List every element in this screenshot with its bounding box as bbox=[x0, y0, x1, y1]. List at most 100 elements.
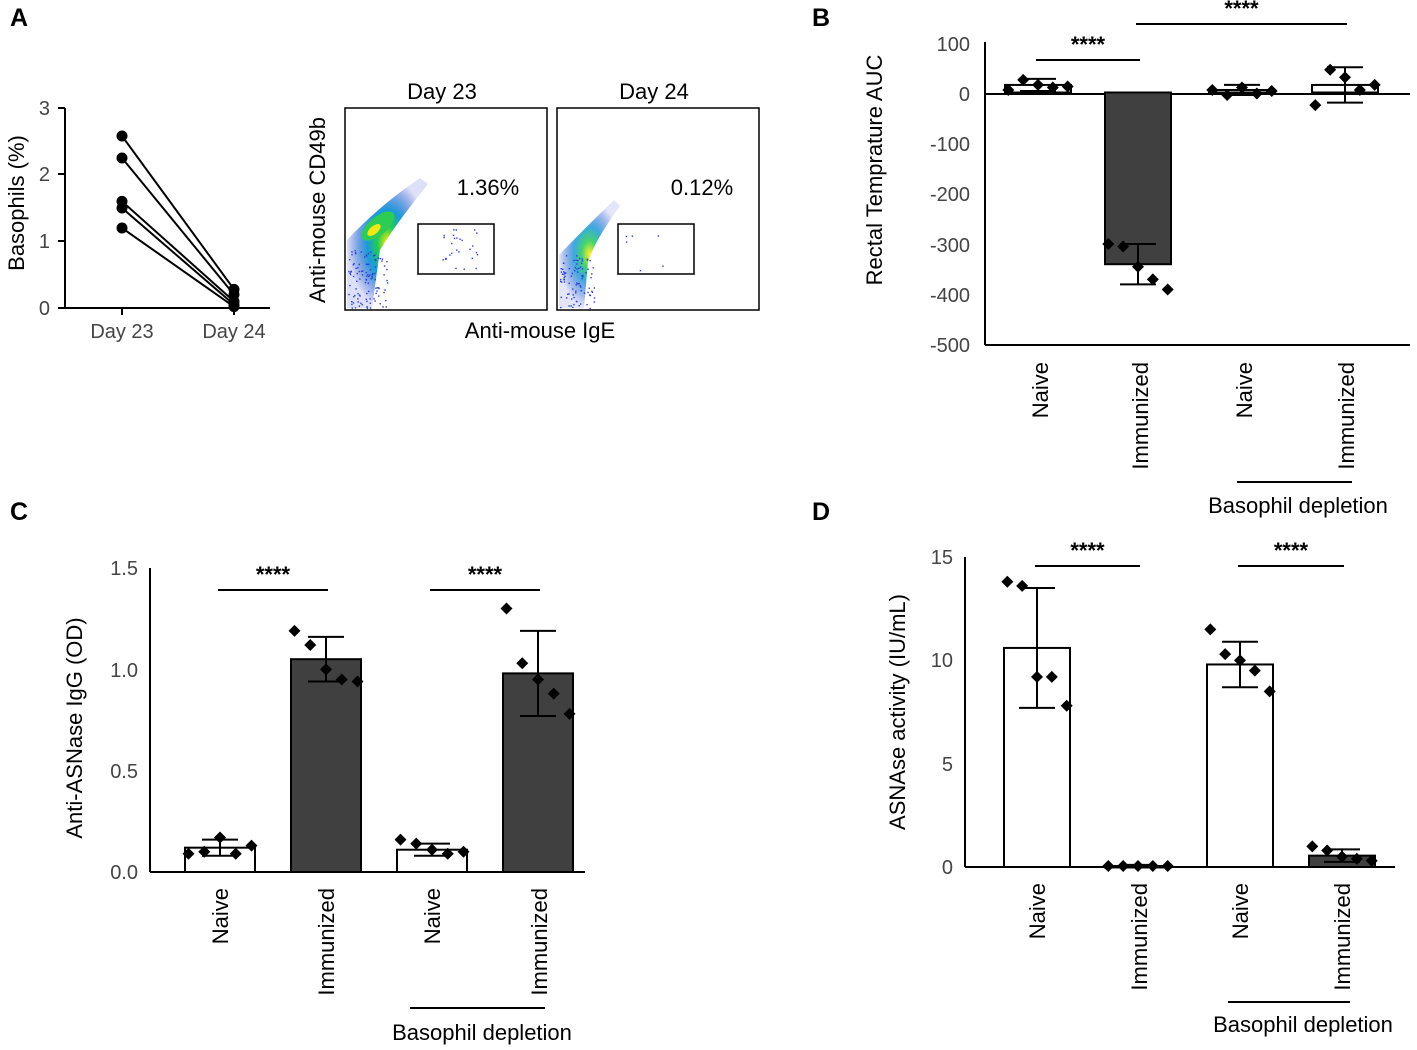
flow-event bbox=[565, 297, 568, 299]
flow-event bbox=[589, 294, 592, 297]
data-point bbox=[1309, 99, 1322, 112]
data-point bbox=[1046, 81, 1059, 94]
flow-event bbox=[560, 271, 563, 273]
b-y-tick: -200 bbox=[930, 184, 970, 206]
flow-x-label: Anti-mouse IgE bbox=[465, 318, 615, 343]
flow-event bbox=[471, 257, 474, 260]
flow-event bbox=[356, 272, 359, 275]
flow-event bbox=[586, 259, 589, 261]
b-y-tick: -500 bbox=[930, 335, 970, 357]
flow-event bbox=[349, 284, 351, 287]
b-y-tick: -400 bbox=[930, 285, 970, 307]
flow-event bbox=[567, 293, 569, 295]
flow-event bbox=[367, 282, 370, 284]
panel-label-d: D bbox=[812, 498, 830, 526]
flow-event bbox=[386, 268, 388, 271]
panel-label-a: A bbox=[10, 4, 28, 32]
flow-event bbox=[449, 254, 451, 256]
flow-event bbox=[366, 275, 368, 277]
flow-event bbox=[366, 292, 368, 295]
flow-event bbox=[587, 268, 589, 270]
flow-event bbox=[443, 236, 445, 239]
bar bbox=[290, 658, 362, 874]
flow-event bbox=[456, 237, 458, 239]
flow-event bbox=[350, 270, 352, 273]
flow-event bbox=[575, 284, 577, 286]
flow-event bbox=[576, 271, 579, 273]
flow-gate-day23 bbox=[417, 223, 495, 275]
flow-event bbox=[445, 257, 447, 260]
flow-event bbox=[349, 273, 352, 276]
flow-event bbox=[570, 305, 572, 307]
flow-event bbox=[369, 307, 372, 309]
flow-event bbox=[357, 292, 359, 295]
flow-event bbox=[573, 270, 576, 272]
data-point bbox=[229, 847, 242, 860]
data-point bbox=[426, 843, 438, 856]
flow-plot-day24 bbox=[556, 107, 760, 311]
flow-title-day24: Day 24 bbox=[619, 79, 689, 104]
d-x-label-immunized-depleted: Immunized bbox=[1330, 883, 1355, 991]
flow-event bbox=[386, 260, 388, 263]
flow-event bbox=[463, 268, 465, 270]
flow-events-day24 bbox=[560, 235, 664, 310]
flow-event bbox=[366, 307, 369, 309]
flow-event bbox=[560, 268, 562, 270]
b-y-tick: -100 bbox=[930, 134, 970, 156]
series-line bbox=[121, 135, 235, 290]
flow-event bbox=[378, 287, 380, 290]
flow-event bbox=[366, 300, 368, 302]
flow-event bbox=[377, 257, 380, 260]
flow-event bbox=[572, 288, 574, 290]
flow-event bbox=[579, 285, 581, 287]
b-group-label: Basophil depletion bbox=[1208, 493, 1388, 518]
data-point bbox=[1161, 859, 1174, 872]
flow-event bbox=[561, 268, 564, 271]
flow-event bbox=[383, 265, 386, 267]
flow-event bbox=[355, 252, 357, 255]
flow-gate-day24 bbox=[617, 223, 695, 275]
data-point bbox=[1336, 850, 1348, 863]
flow-event bbox=[368, 275, 370, 278]
flow-event bbox=[369, 274, 371, 276]
data-point bbox=[547, 687, 560, 700]
data-point bbox=[1016, 579, 1029, 592]
flow-event bbox=[476, 232, 478, 234]
flow-event bbox=[576, 263, 578, 265]
flow-event bbox=[572, 306, 574, 309]
flow-event bbox=[375, 259, 377, 262]
data-point bbox=[1321, 844, 1334, 857]
flow-event bbox=[371, 272, 374, 275]
panel-c: Anti-ASNase IgG (OD) 1.5 1.0 0.5 0.0 ***… bbox=[62, 558, 585, 1045]
flow-event bbox=[573, 259, 575, 262]
data-point bbox=[228, 301, 240, 313]
c-x-label-naive: Naive bbox=[208, 888, 233, 944]
flow-event bbox=[348, 293, 350, 296]
flow-event bbox=[351, 307, 353, 309]
flow-event bbox=[453, 237, 456, 240]
flow-event bbox=[458, 251, 460, 253]
flow-event bbox=[577, 259, 579, 262]
significance-label: **** bbox=[256, 562, 291, 587]
flow-event bbox=[564, 275, 566, 278]
data-point bbox=[1265, 84, 1278, 97]
flow-event bbox=[455, 267, 457, 270]
flow-event bbox=[351, 253, 353, 256]
flow-event bbox=[575, 292, 577, 294]
flow-event bbox=[359, 295, 361, 297]
flow-event bbox=[356, 280, 358, 283]
flow-event bbox=[578, 304, 580, 307]
significance-label: **** bbox=[1224, 0, 1259, 21]
flow-event bbox=[579, 266, 582, 268]
flow-event bbox=[631, 235, 634, 237]
flow-plot-day23 bbox=[344, 107, 548, 311]
b-x-label-naive: Naive bbox=[1028, 362, 1053, 418]
flow-event bbox=[348, 270, 350, 273]
flow-event bbox=[587, 291, 589, 294]
flow-event bbox=[575, 259, 577, 261]
flow-event bbox=[372, 255, 375, 257]
flow-event bbox=[374, 266, 377, 268]
data-point bbox=[1001, 575, 1014, 588]
data-point bbox=[1306, 840, 1319, 853]
